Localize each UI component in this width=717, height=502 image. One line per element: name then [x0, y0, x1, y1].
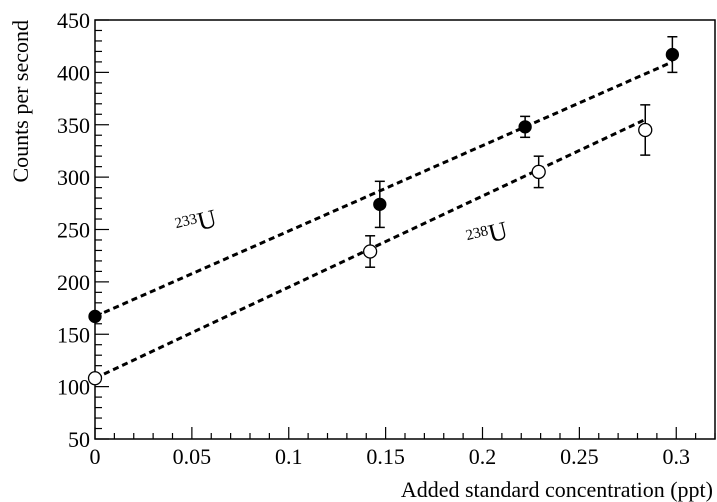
x-tick-label: 0: [90, 444, 101, 469]
x-axis-title: Added standard concentration (ppt): [401, 477, 713, 502]
x-tick-label: 0.05: [173, 444, 212, 469]
point-open: [638, 122, 653, 138]
y-axis: 50 100 150 200 250 300 350 400 450: [57, 8, 109, 452]
point-filled: [88, 309, 102, 324]
point-open: [531, 164, 546, 180]
y-tick-label: 450: [57, 8, 90, 33]
y-tick-label: 350: [57, 113, 90, 138]
y-tick-label: 150: [57, 322, 90, 347]
x-tick-label: 0.25: [560, 444, 599, 469]
y-tick-label: 400: [57, 60, 90, 85]
y-tick-label: 250: [57, 218, 90, 243]
y-tick-label: 200: [57, 270, 90, 295]
point-open: [362, 244, 378, 259]
y-axis-title: Counts per second: [8, 20, 33, 183]
series-label-238U: 238U: [463, 216, 510, 254]
y-tick-label: 100: [57, 375, 90, 400]
x-tick-label: 0.15: [366, 444, 405, 469]
point-open: [87, 371, 103, 386]
y-tick-label: 300: [57, 165, 90, 190]
data-points: [87, 36, 680, 386]
point-filled: [518, 120, 532, 134]
point-filled: [665, 47, 680, 62]
series-label-233U: 233U: [172, 204, 219, 242]
fit-line-233U: [94, 60, 673, 318]
x-axis: 0 0.05 0.1 0.15 0.2 0.25 0.3: [90, 427, 716, 469]
y-tick-label: 50: [68, 427, 90, 452]
x-tick-label: 0.1: [275, 444, 303, 469]
x-tick-label: 0.2: [469, 444, 497, 469]
plot-frame: [94, 19, 716, 440]
point-filled: [373, 197, 387, 212]
x-tick-label: 0.3: [663, 444, 691, 469]
